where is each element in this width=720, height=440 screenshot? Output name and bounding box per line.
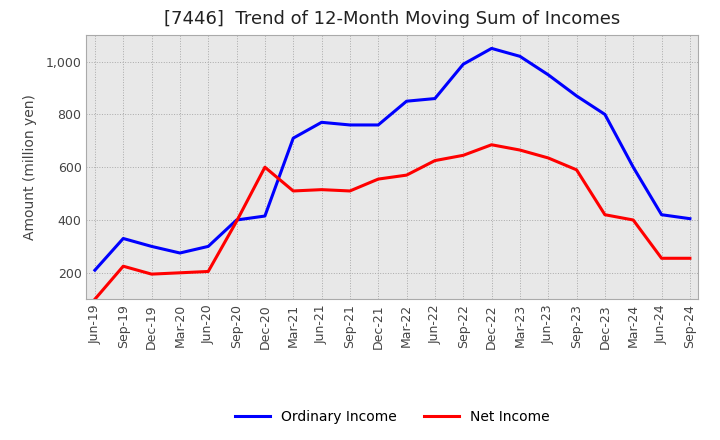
Ordinary Income: [346, 122, 354, 128]
Net Income: [572, 167, 581, 172]
Ordinary Income: [487, 46, 496, 51]
Net Income: [148, 271, 156, 277]
Line: Ordinary Income: Ordinary Income: [95, 48, 690, 270]
Net Income: [374, 176, 382, 182]
Net Income: [346, 188, 354, 194]
Legend: Ordinary Income, Net Income: Ordinary Income, Net Income: [230, 404, 555, 429]
Ordinary Income: [516, 54, 524, 59]
Ordinary Income: [233, 217, 241, 223]
Net Income: [657, 256, 666, 261]
Net Income: [516, 147, 524, 153]
Y-axis label: Amount (million yen): Amount (million yen): [23, 94, 37, 240]
Ordinary Income: [685, 216, 694, 221]
Ordinary Income: [289, 136, 297, 141]
Ordinary Income: [176, 250, 184, 256]
Net Income: [487, 142, 496, 147]
Ordinary Income: [261, 213, 269, 219]
Net Income: [459, 153, 467, 158]
Net Income: [119, 264, 127, 269]
Ordinary Income: [629, 165, 637, 170]
Net Income: [629, 217, 637, 223]
Ordinary Income: [657, 212, 666, 217]
Net Income: [204, 269, 212, 274]
Ordinary Income: [544, 72, 552, 77]
Ordinary Income: [91, 268, 99, 273]
Net Income: [233, 219, 241, 224]
Net Income: [289, 188, 297, 194]
Net Income: [91, 297, 99, 302]
Net Income: [544, 155, 552, 161]
Ordinary Income: [318, 120, 326, 125]
Title: [7446]  Trend of 12-Month Moving Sum of Incomes: [7446] Trend of 12-Month Moving Sum of I…: [164, 10, 621, 28]
Net Income: [431, 158, 439, 163]
Net Income: [600, 212, 609, 217]
Ordinary Income: [600, 112, 609, 117]
Ordinary Income: [459, 62, 467, 67]
Ordinary Income: [431, 96, 439, 101]
Ordinary Income: [572, 93, 581, 99]
Net Income: [318, 187, 326, 192]
Net Income: [685, 256, 694, 261]
Net Income: [402, 172, 411, 178]
Ordinary Income: [148, 244, 156, 249]
Ordinary Income: [204, 244, 212, 249]
Line: Net Income: Net Income: [95, 145, 690, 299]
Net Income: [176, 270, 184, 275]
Ordinary Income: [374, 122, 382, 128]
Net Income: [261, 165, 269, 170]
Ordinary Income: [119, 236, 127, 241]
Ordinary Income: [402, 99, 411, 104]
